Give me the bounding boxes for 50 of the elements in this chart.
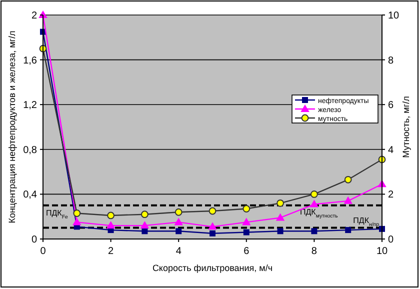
point <box>345 227 352 234</box>
ref-line-label: ПДК$_{н/пр}$ <box>353 216 380 228</box>
y2-tick-label: 0 <box>388 234 394 246</box>
y2-tick-label: 8 <box>388 55 394 66</box>
x-tick-label: 4 <box>176 246 182 257</box>
point <box>243 229 250 236</box>
point <box>176 228 182 234</box>
x-tick-label: 6 <box>244 246 250 257</box>
y2-tick-label: 4 <box>388 144 394 156</box>
point <box>344 176 352 184</box>
y2-tick-label: 6 <box>388 100 394 112</box>
point <box>106 222 115 229</box>
point <box>242 205 250 212</box>
point <box>276 214 284 221</box>
point <box>311 228 318 234</box>
point <box>141 210 148 218</box>
point <box>72 218 81 226</box>
point <box>276 199 284 207</box>
point <box>242 218 250 226</box>
point <box>140 222 149 229</box>
y-tick-label: 1,6 <box>23 55 38 66</box>
point <box>174 208 182 216</box>
point <box>277 228 284 234</box>
point <box>39 11 47 18</box>
x-axis-title: Скорость фильтрования, м/ч <box>152 263 273 273</box>
x-tick-label: 8 <box>311 246 318 257</box>
x-tick-label: 2 <box>108 246 114 257</box>
point <box>310 200 318 208</box>
x-tick-label: 10 <box>376 246 388 257</box>
y2-tick-label: 10 <box>388 10 400 22</box>
point <box>310 190 318 198</box>
x-tick-label: 0 <box>40 246 46 257</box>
y-tick-label: 0,8 <box>23 144 38 156</box>
y-axis-title: Концентрация нефтепродуктов и железа, мг/л <box>7 30 17 224</box>
point <box>208 207 216 215</box>
ref-line-label: ПДК$_{мутность}$ <box>300 207 338 220</box>
annotation: ПДК$_{Fe}$ <box>46 208 68 220</box>
point <box>208 222 216 230</box>
point <box>107 212 114 220</box>
y2-axis-title: Мутность, мг/л <box>401 96 411 158</box>
point <box>142 228 148 234</box>
point <box>174 218 183 226</box>
point <box>344 196 352 204</box>
point <box>73 210 81 217</box>
y-tick-label: 0,4 <box>23 190 38 201</box>
y-tick-label: 2 <box>31 10 38 22</box>
point <box>210 230 216 236</box>
y2-tick-label: 2 <box>388 190 394 201</box>
y-tick-label: 0 <box>31 234 38 246</box>
y-tick-label: 1,2 <box>23 100 38 112</box>
